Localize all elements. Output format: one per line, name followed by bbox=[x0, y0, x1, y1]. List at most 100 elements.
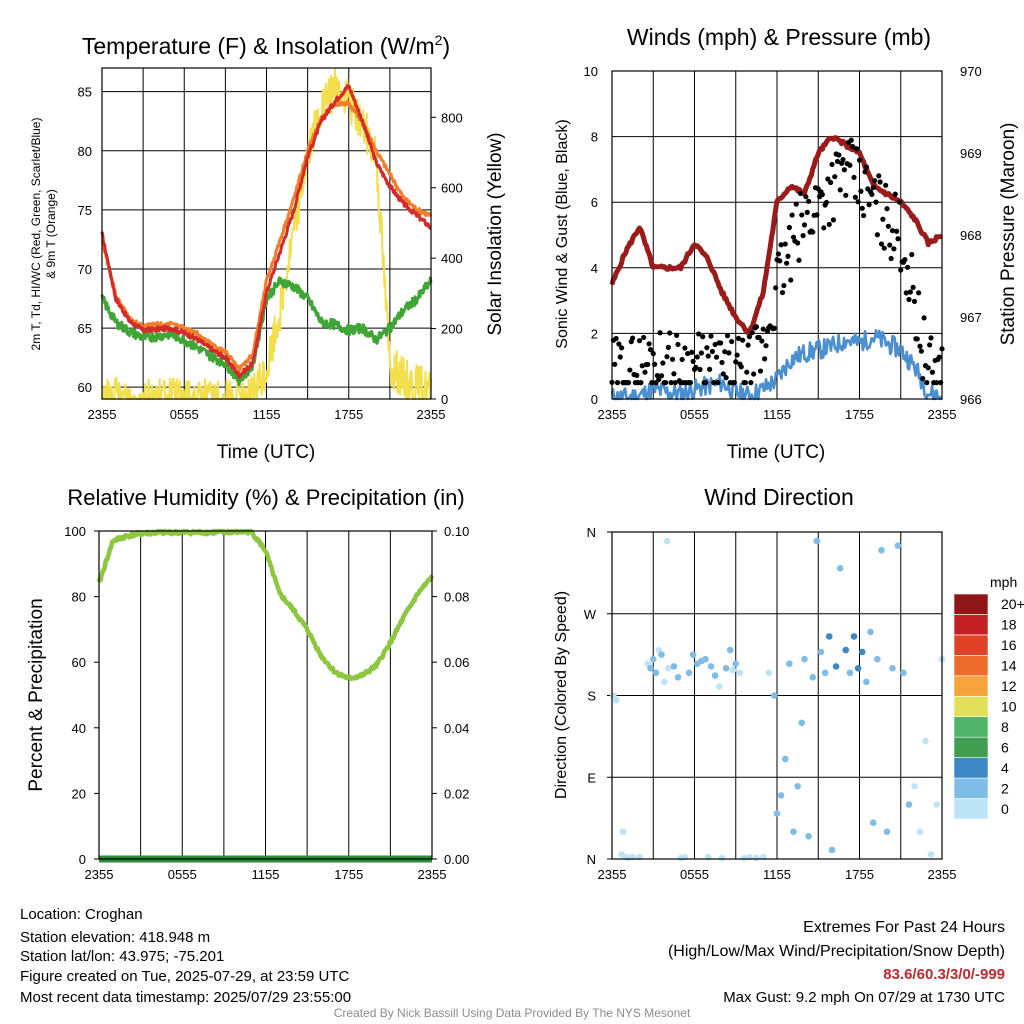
dir-ytick-label: S bbox=[587, 689, 596, 704]
wind-gust-point bbox=[781, 282, 787, 289]
wind-gust-point bbox=[740, 337, 746, 343]
dir-point bbox=[794, 783, 801, 790]
wind-gust-point bbox=[724, 333, 731, 339]
wind-gust-point bbox=[718, 340, 724, 346]
wind-gust-point bbox=[738, 364, 744, 370]
wind-gust-point bbox=[784, 260, 790, 266]
rh-line bbox=[96, 528, 435, 682]
dir-point bbox=[740, 854, 748, 862]
wind-gust-point bbox=[693, 364, 699, 371]
wind-gust-point bbox=[803, 194, 809, 200]
dir-point bbox=[813, 537, 821, 545]
wind-gust-point bbox=[639, 363, 645, 369]
wind-title: Winds (mph) & Pressure (mb) bbox=[627, 24, 931, 50]
temp-series-line bbox=[100, 276, 433, 387]
dir-point bbox=[702, 655, 709, 663]
dir-point bbox=[825, 633, 833, 640]
wind-gust-point bbox=[870, 184, 876, 191]
temp-y2tick-label: 800 bbox=[441, 110, 463, 125]
dir-point bbox=[649, 655, 657, 663]
wind-gust-point bbox=[667, 330, 673, 336]
rh-y2tick-label: 0.04 bbox=[444, 721, 469, 736]
wind-gust-point bbox=[795, 240, 801, 246]
wind-gust-point bbox=[744, 369, 750, 375]
dir-point bbox=[660, 678, 668, 686]
wind-gust-point bbox=[869, 191, 875, 198]
colorbar-label: 18 bbox=[1001, 617, 1017, 633]
wind-y2tick-label: 967 bbox=[960, 310, 982, 325]
wind-gust-point bbox=[679, 356, 685, 363]
wind-gust-point bbox=[614, 380, 621, 386]
wind-ytick-label: 6 bbox=[591, 195, 598, 210]
temp-y2tick-label: 0 bbox=[441, 392, 448, 407]
wind-gust-point bbox=[782, 241, 788, 247]
colorbar-swatch bbox=[953, 614, 989, 636]
wind-gust-point bbox=[884, 206, 890, 212]
rh-y2tick-label: 0.08 bbox=[444, 590, 469, 605]
wind-gust-point bbox=[848, 137, 854, 143]
dir-point bbox=[781, 755, 789, 763]
wind-gust-point bbox=[843, 192, 849, 198]
dir-point bbox=[905, 801, 913, 808]
dir-point bbox=[933, 801, 940, 808]
temp-title-end: ) bbox=[442, 33, 450, 59]
wind-gust-point bbox=[709, 348, 715, 355]
wind-gust-point bbox=[929, 369, 935, 375]
colorbar-swatch bbox=[953, 655, 989, 677]
dir-point bbox=[786, 660, 793, 668]
wind-gust-point bbox=[874, 232, 880, 238]
wind-gust-point bbox=[917, 343, 923, 349]
dir-point bbox=[777, 792, 785, 799]
wind-gust-point bbox=[616, 341, 622, 347]
dir-point bbox=[801, 655, 808, 663]
dir-xtick-label: 2355 bbox=[928, 867, 957, 882]
max-gust-text: Max Gust: 9.2 mph On 07/29 at 1730 UTC bbox=[723, 989, 1005, 1006]
colorbar-swatch bbox=[953, 593, 989, 615]
wind-gust-point bbox=[641, 334, 647, 341]
credit-text: Created By Nick Bassill Using Data Provi… bbox=[333, 1006, 691, 1020]
colorbar-label: 4 bbox=[1001, 760, 1009, 776]
rh-title: Relative Humidity (%) & Precipitation (i… bbox=[67, 485, 464, 510]
colorbar-title: mph bbox=[990, 574, 1017, 590]
wind-gust-point bbox=[889, 228, 896, 234]
wind-gust-point bbox=[847, 162, 853, 168]
wind-gust-point bbox=[625, 380, 632, 386]
wind-gust-point bbox=[855, 199, 861, 205]
dir-point bbox=[665, 664, 672, 672]
wind-gust-point bbox=[819, 191, 825, 198]
rh-y2tick-label: 0.10 bbox=[444, 524, 469, 539]
dir-title: Wind Direction bbox=[704, 484, 854, 510]
dir-xtick-label: 1155 bbox=[763, 867, 791, 882]
wind-gust-point bbox=[786, 224, 792, 231]
wind-gust-point bbox=[837, 187, 843, 193]
wind-gust-point bbox=[719, 359, 725, 366]
wind-gust-point bbox=[880, 216, 886, 222]
wind-gust-point bbox=[698, 350, 704, 356]
colorbar-swatch bbox=[953, 777, 989, 799]
wind-gust-point bbox=[797, 190, 803, 196]
wind-gust-point bbox=[685, 350, 691, 357]
dir-point bbox=[867, 628, 874, 636]
rh-xtick-label: 1755 bbox=[334, 867, 363, 882]
wind-gust-point bbox=[888, 255, 894, 262]
temp-ytick-label: 65 bbox=[78, 321, 92, 336]
wind-gust-point bbox=[814, 212, 820, 218]
temp-xtick-label: 1755 bbox=[334, 407, 363, 422]
wind-gust-point bbox=[657, 330, 663, 336]
dir-point bbox=[863, 678, 870, 686]
wind-gust-point bbox=[649, 380, 655, 386]
temp-series-line bbox=[100, 100, 433, 374]
wind-gust-point bbox=[905, 264, 911, 270]
dir-ytick-label: N bbox=[587, 852, 596, 867]
dir-point bbox=[619, 828, 627, 836]
wind-gust-point bbox=[836, 152, 842, 158]
wind-gust-point bbox=[760, 326, 766, 332]
wind-gust-point bbox=[850, 143, 856, 150]
wind-gust-point bbox=[689, 349, 695, 355]
wind-xlabel: Time (UTC) bbox=[727, 442, 826, 463]
wind-gust-point bbox=[858, 188, 864, 194]
wind-gust-point bbox=[936, 354, 942, 360]
wind-gust-point bbox=[863, 164, 869, 170]
wind-y2tick-label: 966 bbox=[960, 392, 982, 407]
